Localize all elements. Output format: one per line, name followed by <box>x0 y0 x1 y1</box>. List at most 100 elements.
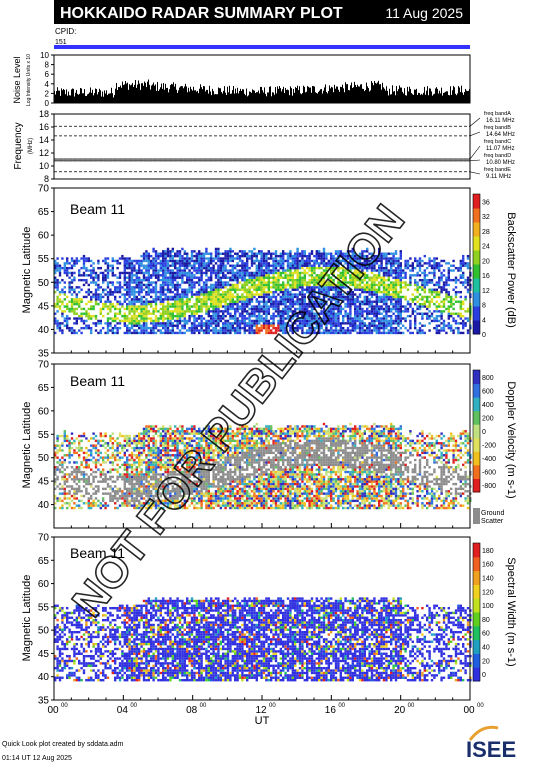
noise-bar <box>70 95 71 103</box>
echo-cell <box>339 271 342 275</box>
echo-cell <box>210 257 213 260</box>
echo-cell <box>447 307 450 311</box>
echo-cell <box>130 310 134 313</box>
echo-cell <box>226 302 230 306</box>
echo-cell <box>267 331 270 335</box>
noise-bar <box>356 87 357 103</box>
echo-cell <box>80 288 83 291</box>
echo-cell <box>226 305 230 308</box>
noise-bar <box>405 95 406 103</box>
echo-cell <box>260 290 263 294</box>
echo-cell <box>212 271 215 275</box>
echo-cell <box>370 295 374 299</box>
noise-bar <box>142 83 143 103</box>
echo-cell <box>118 281 122 284</box>
echo-cell <box>279 322 282 325</box>
echo-cell <box>207 278 210 282</box>
echo-cell <box>198 295 201 299</box>
echo-cell <box>217 250 220 253</box>
echo-cell <box>243 302 246 306</box>
echo-cell <box>284 269 287 272</box>
echo-cell <box>128 288 131 291</box>
echo-cell <box>423 269 426 272</box>
echo-cell <box>274 271 278 275</box>
echo-cell <box>366 288 369 291</box>
echo-cell <box>358 302 362 306</box>
echo-cell <box>414 319 417 323</box>
echo-cell <box>231 269 234 272</box>
echo-cell <box>356 259 359 263</box>
noise-bar <box>207 89 208 103</box>
echo-cell <box>361 302 364 306</box>
echo-cell <box>241 266 244 270</box>
echo-cell <box>298 302 302 306</box>
echo-cell <box>313 286 316 289</box>
echo-cell <box>198 264 201 267</box>
echo-cell <box>296 300 299 303</box>
echo-cell <box>282 250 285 253</box>
echo-cell <box>291 300 294 303</box>
echo-cell <box>147 310 150 313</box>
echo-cell <box>325 283 328 287</box>
echo-cell <box>320 262 323 265</box>
echo-cell <box>301 314 304 318</box>
echo-cell <box>162 262 165 265</box>
echo-cell <box>274 286 278 289</box>
echo-cell <box>68 266 71 270</box>
echo-cell <box>310 300 314 303</box>
echo-cell <box>142 305 146 308</box>
echo-cell <box>200 254 203 258</box>
echo-cell <box>394 329 398 332</box>
velocity-data-cells <box>54 422 472 510</box>
echo-cell <box>442 274 446 277</box>
echo-cell <box>54 319 57 323</box>
echo-cell <box>61 466 64 469</box>
echo-cell <box>272 307 275 311</box>
noise-bar <box>184 86 185 103</box>
echo-cell <box>248 302 251 306</box>
echo-cell <box>289 286 292 289</box>
echo-cell <box>154 290 158 294</box>
echo-cell <box>66 444 69 447</box>
echo-cell <box>289 290 292 294</box>
echo-cell <box>356 305 359 308</box>
echo-cell <box>229 322 232 325</box>
echo-cell <box>382 319 386 323</box>
echo-cell <box>253 305 256 308</box>
echo-cell <box>75 482 78 486</box>
echo-cell <box>310 324 314 327</box>
echo-cell <box>207 310 210 313</box>
echo-cell <box>332 274 335 277</box>
noise-bar <box>238 93 239 103</box>
echo-cell <box>195 326 198 330</box>
echo-cell <box>135 310 138 313</box>
echo-cell <box>320 298 323 301</box>
echo-cell <box>68 492 71 495</box>
echo-cell <box>73 449 76 452</box>
noise-bar <box>230 93 231 103</box>
echo-cell <box>61 288 64 291</box>
echo-cell <box>308 302 311 306</box>
echo-cell <box>370 317 374 320</box>
echo-cell <box>464 262 467 265</box>
echo-cell <box>178 310 182 313</box>
noise-bar <box>427 86 428 103</box>
echo-cell <box>318 302 321 306</box>
echo-cell <box>80 266 83 270</box>
echo-cell <box>380 317 383 320</box>
echo-cell <box>174 307 177 311</box>
noise-bar <box>412 94 413 103</box>
echo-cell <box>298 305 302 308</box>
echo-cell <box>426 305 429 308</box>
echo-cell <box>73 312 76 315</box>
echo-cell <box>402 271 405 275</box>
echo-cell <box>61 312 64 315</box>
noise-bar <box>266 96 267 103</box>
echo-cell <box>260 317 263 320</box>
echo-cell <box>291 266 294 270</box>
echo-cell <box>234 310 237 313</box>
echo-cell <box>188 264 191 267</box>
echo-cell <box>109 305 112 308</box>
echo-cell <box>301 310 304 313</box>
echo-cell <box>373 307 376 311</box>
